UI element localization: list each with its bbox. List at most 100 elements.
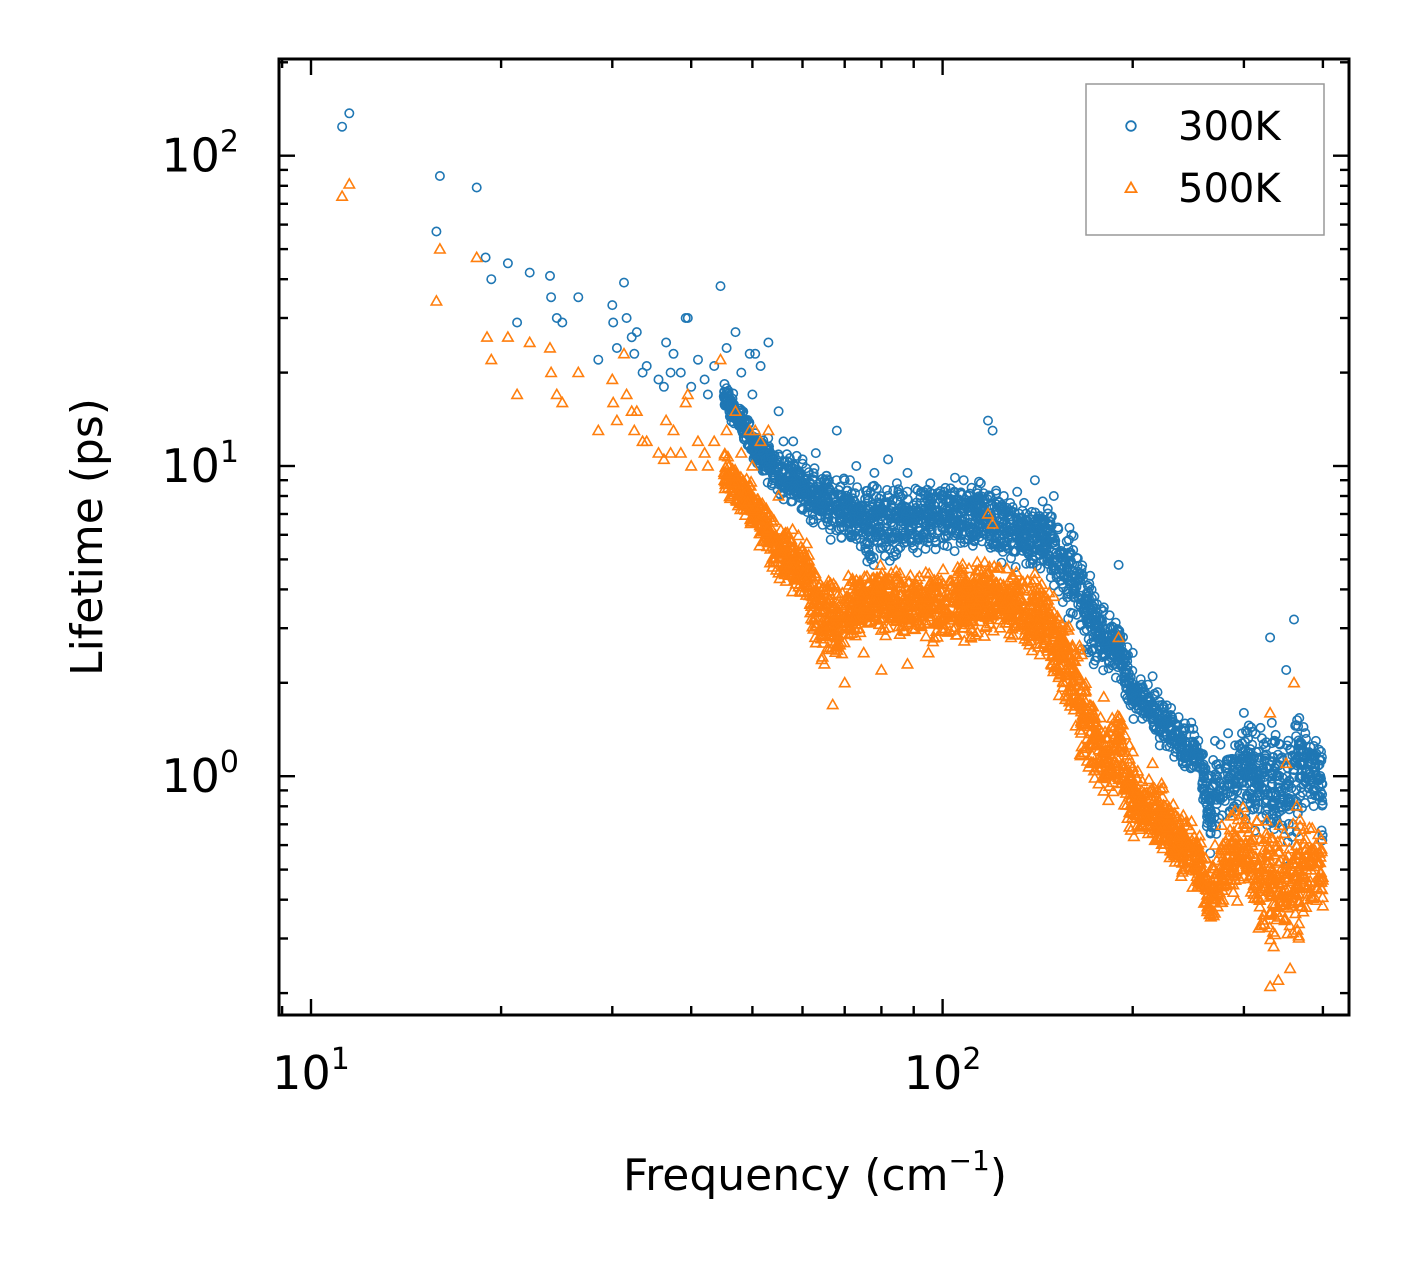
- point-300K-1881: [973, 476, 984, 487]
- point-300K-2664: [1199, 766, 1210, 777]
- point-300K-79: [1289, 614, 1300, 625]
- point-300K-2583: [962, 520, 973, 531]
- point-500K-2169: [1247, 887, 1261, 899]
- point-300K-2347: [1092, 621, 1103, 632]
- point-300K-78: [1281, 664, 1292, 675]
- point-300K-1315: [1037, 496, 1048, 507]
- point-500K-2064: [1113, 743, 1127, 755]
- point-300K-2196: [1125, 683, 1136, 694]
- point-300K-2658: [1309, 766, 1320, 777]
- point-500K-31: [674, 446, 688, 458]
- point-500K-76: [1263, 706, 1277, 718]
- point-500K-2137: [1304, 885, 1318, 897]
- point-300K-48: [763, 337, 774, 348]
- point-500K-2189: [1202, 907, 1217, 920]
- point-300K-2573: [1282, 752, 1293, 763]
- point-300K-10: [544, 270, 555, 281]
- point-300K-11: [546, 292, 557, 303]
- point-300K-1420: [1046, 565, 1057, 576]
- point-500K-7: [501, 330, 515, 342]
- point-300K-9: [524, 267, 535, 278]
- point-300K-2627: [1295, 736, 1306, 747]
- point-500K-2152: [993, 621, 1007, 633]
- point-500K-11: [544, 365, 558, 378]
- point-500K-13: [555, 395, 569, 408]
- point-500K-82: [1283, 961, 1297, 974]
- point-300K-2503: [1284, 796, 1295, 807]
- point-500K-39: [713, 352, 728, 365]
- point-300K-1816: [1096, 603, 1107, 614]
- point-500K-2257: [1299, 900, 1313, 913]
- point-300K-2268: [881, 498, 892, 509]
- point-500K-2008: [1207, 888, 1222, 901]
- point-300K-1883: [1088, 636, 1099, 647]
- point-500K-1589: [763, 542, 777, 554]
- point-300K-2631: [811, 488, 822, 499]
- point-500K-2034: [1292, 863, 1306, 876]
- point-300K-2516: [796, 503, 807, 514]
- point-300K-2604: [848, 503, 859, 514]
- point-300K-1601: [890, 546, 901, 557]
- point-300K-2611: [1310, 761, 1321, 772]
- point-500K-2109: [1231, 812, 1245, 825]
- point-500K-1667: [1231, 820, 1245, 833]
- point-300K-38: [709, 360, 720, 371]
- point-300K-2144: [1223, 754, 1234, 765]
- point-300K-2335: [932, 510, 943, 521]
- point-500K-34: [684, 459, 698, 471]
- point-500K-591: [1056, 680, 1070, 693]
- point-300K-1527: [1045, 572, 1056, 583]
- point-300K-3: [434, 171, 445, 182]
- point-300K-2044: [884, 544, 895, 555]
- point-500K-1685: [1295, 872, 1310, 885]
- point-500K-2161: [1043, 607, 1057, 620]
- point-500K-2275: [937, 577, 951, 590]
- point-500K-69: [1112, 630, 1126, 643]
- point-300K-2476: [1297, 760, 1308, 771]
- point-500K-1854: [1142, 772, 1156, 785]
- point-300K-1876: [1083, 587, 1094, 598]
- point-500K-2020: [1265, 831, 1279, 843]
- point-500K-6: [484, 352, 498, 365]
- point-500K-1594: [765, 532, 780, 545]
- point-300K-2596: [927, 510, 938, 521]
- point-300K-2327: [1017, 542, 1028, 553]
- point-300K-14: [573, 292, 584, 303]
- point-300K-46: [750, 348, 761, 359]
- point-300K-80: [1310, 735, 1321, 746]
- point-500K-28: [659, 413, 673, 426]
- point-300K-2601: [878, 498, 889, 509]
- point-500K-1628: [1246, 833, 1260, 845]
- point-300K-2134: [1285, 744, 1296, 755]
- point-300K-33: [682, 312, 693, 323]
- point-300K-2298: [785, 460, 796, 471]
- point-300K-2547: [1160, 719, 1171, 730]
- point-500K-2187: [1190, 869, 1204, 882]
- point-300K-70: [1113, 559, 1124, 570]
- point-300K-2323: [925, 478, 936, 489]
- point-300K-2671: [1041, 536, 1052, 547]
- point-300K-2661: [862, 526, 873, 537]
- point-300K-2659: [761, 459, 772, 470]
- point-500K-1753: [1000, 561, 1014, 574]
- point-500K-46: [748, 423, 762, 436]
- point-300K-2307: [1267, 817, 1278, 828]
- point-300K-2500: [1158, 718, 1169, 729]
- point-500K-1781: [1226, 885, 1240, 898]
- point-300K-1139: [1082, 580, 1093, 591]
- point-300K-1871: [842, 485, 853, 496]
- point-500K-2229: [1105, 762, 1119, 775]
- point-300K-2495: [1057, 563, 1068, 574]
- point-300K-2649: [1188, 760, 1199, 771]
- point-500K-1848: [1073, 747, 1087, 760]
- point-300K-2641: [1047, 533, 1058, 544]
- point-300K-76: [1238, 707, 1249, 718]
- point-300K-2614: [1017, 505, 1028, 516]
- point-500K-2076: [1292, 931, 1306, 943]
- point-300K-2416: [1267, 738, 1278, 749]
- point-500K-1877: [1263, 853, 1277, 866]
- point-300K-2071: [1038, 554, 1049, 565]
- point-500K-1642: [1299, 862, 1314, 875]
- point-500K-1166: [919, 565, 933, 578]
- point-500K-1720: [786, 522, 800, 535]
